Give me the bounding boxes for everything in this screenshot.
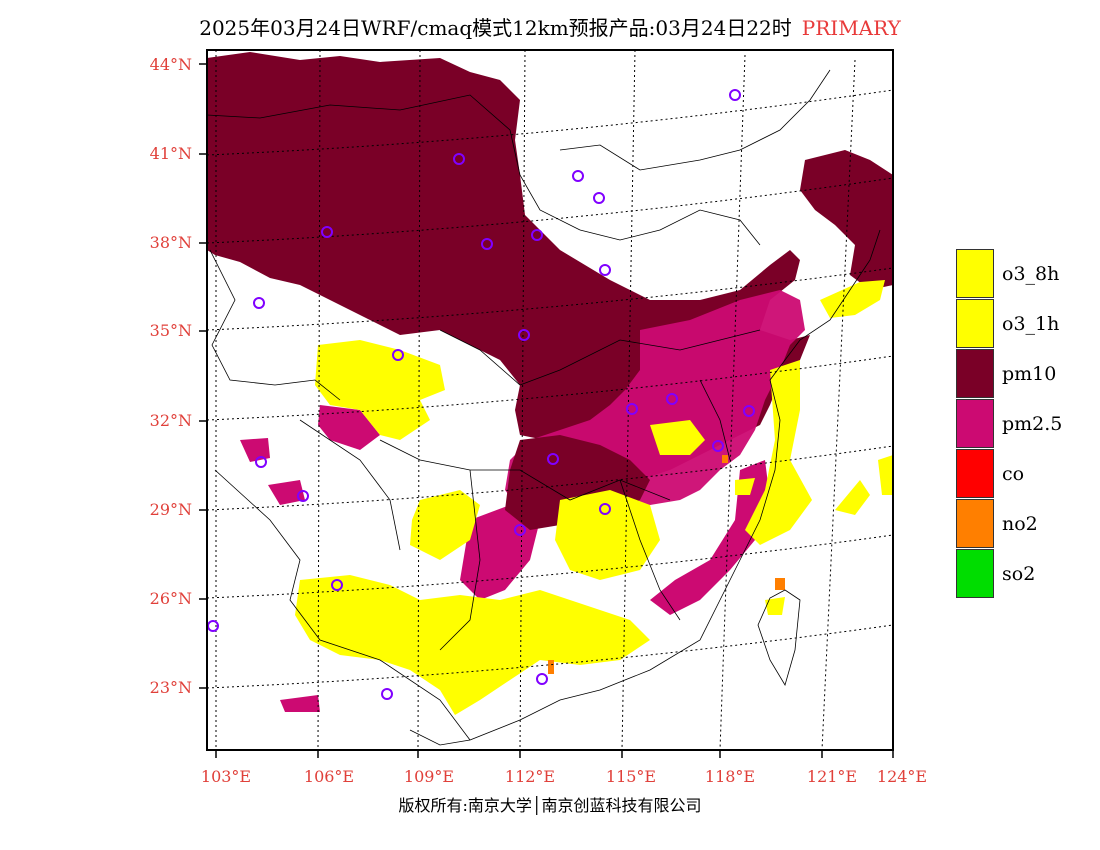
lat-label: 23°N — [149, 678, 192, 697]
station-marker — [331, 579, 343, 591]
no2-speck — [775, 578, 785, 590]
legend-swatch — [956, 449, 994, 498]
station-marker — [453, 153, 465, 165]
station-marker — [514, 524, 526, 536]
legend-swatch — [956, 349, 994, 398]
lat-label: 41°N — [149, 144, 192, 163]
lon-label: 124°E — [876, 767, 928, 786]
title-tag-primary: PRIMARY — [801, 16, 901, 40]
o3-region-east-sea — [820, 280, 893, 515]
station-marker — [518, 329, 530, 341]
boundaries — [207, 69, 881, 746]
tick-marks — [199, 63, 894, 758]
lat-label: 35°N — [149, 321, 192, 340]
o3-region-south-china — [295, 575, 650, 715]
station-marker — [729, 89, 741, 101]
legend-swatch — [956, 299, 994, 348]
station-marker — [572, 170, 584, 182]
o3-region-jiangxi — [555, 490, 660, 580]
lon-label: 115°E — [605, 767, 657, 786]
copyright-credit: 版权所有:南京大学│南京创蓝科技有限公司 — [398, 796, 702, 815]
station-marker — [536, 673, 548, 685]
o3-region-anhui — [650, 420, 755, 495]
pm25-region-southwest — [318, 405, 380, 450]
legend-label: o3_8h — [1002, 263, 1060, 285]
lat-label: 44°N — [149, 55, 192, 74]
station-marker — [481, 238, 493, 250]
lon-label: 121°E — [806, 767, 858, 786]
station-marker — [626, 403, 638, 415]
lat-label: 26°N — [149, 589, 192, 608]
legend-swatch — [956, 499, 994, 548]
o3-region-guizhou — [410, 490, 480, 560]
lon-label: 109°E — [403, 767, 455, 786]
pm25-region-south — [460, 505, 540, 600]
legend-swatch — [956, 249, 994, 298]
station-marker — [712, 440, 724, 452]
lat-label: 38°N — [149, 233, 192, 252]
o3-region-sichuan — [315, 340, 445, 440]
no2-speck — [548, 660, 554, 674]
lon-label: 103°E — [200, 767, 252, 786]
map-frame — [206, 49, 894, 751]
station-marker — [392, 349, 404, 361]
legend-swatch — [956, 399, 994, 448]
station-marker — [253, 297, 265, 309]
pm25-region-west — [240, 438, 320, 712]
station-marker — [593, 192, 605, 204]
legend-label: no2 — [1002, 513, 1038, 535]
o3-region-zhejiang-coast — [745, 360, 812, 545]
legend-label: pm10 — [1002, 363, 1057, 385]
title-main: 2025年03月24日WRF/cmaq模式12km预报产品:03月24日22时 — [199, 16, 792, 40]
legend-label: o3_1h — [1002, 313, 1060, 335]
station-marker — [381, 688, 393, 700]
map-content — [207, 50, 893, 750]
legend-label: so2 — [1002, 563, 1036, 585]
station-marker — [666, 393, 678, 405]
station-marker — [599, 503, 611, 515]
station-marker — [743, 405, 755, 417]
station-marker — [531, 229, 543, 241]
lon-label: 118°E — [704, 767, 756, 786]
lat-label: 32°N — [149, 411, 192, 430]
graticule — [207, 50, 893, 750]
lon-label: 106°E — [303, 767, 355, 786]
pm25-region-coast — [650, 460, 770, 615]
lat-label: 29°N — [149, 500, 192, 519]
legend-label: pm2.5 — [1002, 413, 1063, 435]
lon-label: 112°E — [504, 767, 556, 786]
legend-label: co — [1002, 463, 1025, 485]
no2-speck — [722, 455, 728, 463]
o3-region-taiwan — [765, 597, 785, 615]
pm10-region-northeast — [800, 150, 893, 290]
station-marker — [255, 456, 267, 468]
map-title: 2025年03月24日WRF/cmaq模式12km预报产品:03月24日22时 P… — [0, 12, 1100, 41]
station-marker — [321, 226, 333, 238]
station-marker — [599, 264, 611, 276]
station-marker — [547, 453, 559, 465]
station-marker — [297, 490, 309, 502]
legend-swatch — [956, 549, 994, 598]
